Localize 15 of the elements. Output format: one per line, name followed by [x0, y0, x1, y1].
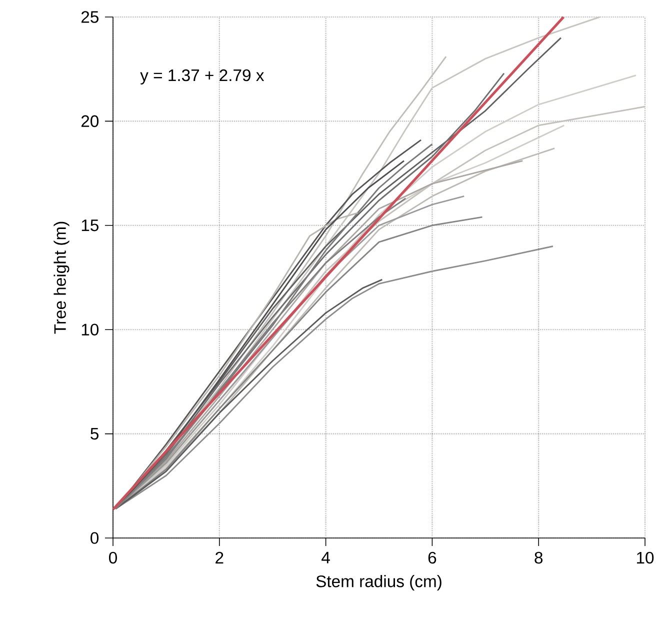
x-tick-label: 10 [637, 552, 654, 564]
y-axis-title: Tree height (m) [54, 222, 70, 334]
annotation: y = 1.37 + 2.79 x [140, 69, 264, 84]
y-tick-label: 20 [81, 115, 99, 128]
y-tick-label: 10 [82, 324, 99, 336]
x-axis-title: Stem radius (cm) [316, 574, 442, 591]
x-tick-label: 4 [322, 552, 330, 564]
x-tick-label: 0 [109, 552, 117, 564]
y-tick-label: 0 [90, 532, 99, 544]
x-tick-label: 6 [428, 552, 436, 564]
x-tick-label: 2 [216, 552, 224, 564]
y-tick-label: 25 [81, 11, 98, 23]
y-tick-label: 15 [82, 220, 98, 232]
x-tick-label: 8 [534, 552, 543, 564]
y-tick-label: 5 [90, 428, 98, 440]
